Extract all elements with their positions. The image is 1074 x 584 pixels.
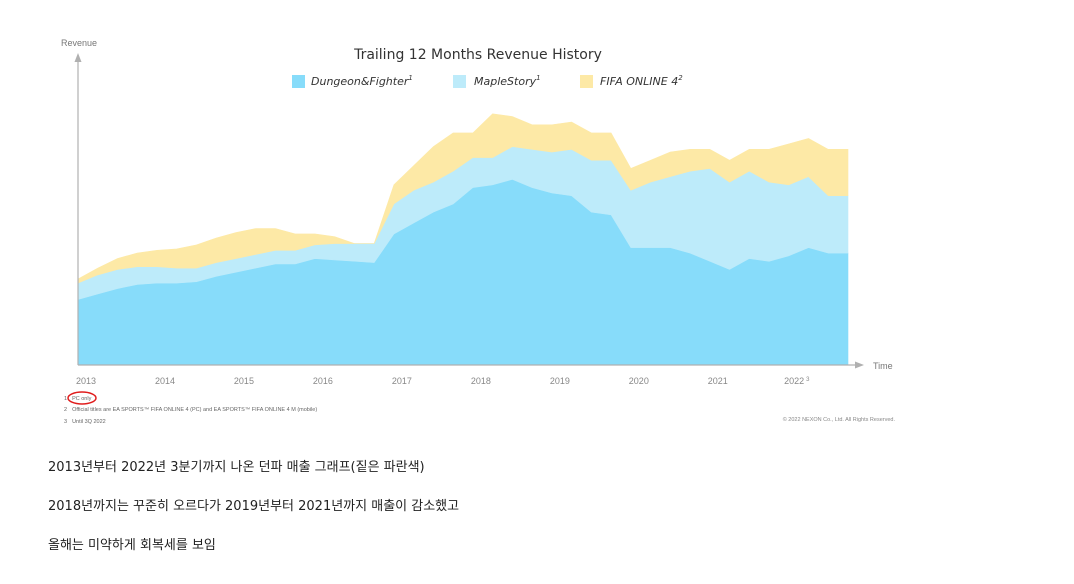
area-fifa-online-4: [77, 113, 849, 284]
copyright: © 2022 NEXON Co., Ltd. All Rights Reserv…: [783, 416, 896, 423]
footnote-3: 3 Until 3Q 2022: [64, 419, 106, 425]
x-axis-arrow: [855, 361, 864, 369]
x-axis-label: Time: [873, 361, 893, 371]
legend-swatch-maplestory: [453, 75, 466, 88]
footnote-2: 2 Official titles are EA SPORTS™ FIFA ONL…: [64, 407, 317, 413]
legend-swatch-fifa-online-4: [580, 75, 593, 88]
x-tick-label-2022: 2022 3: [784, 376, 810, 386]
revenue-chart: Revenue Time Trailing 12 Months Revenue …: [61, 38, 896, 425]
post-text-line-1: 2013년부터 2022년 3분기까지 나온 던파 매출 그래프(짙은 파란색): [48, 460, 425, 475]
red-circle-annotation: [67, 391, 97, 405]
legend-swatch-dungeon-fighter: [292, 75, 305, 88]
x-tick-label-2016: 2016: [313, 376, 333, 386]
x-tick-label-2021: 2021: [708, 376, 728, 386]
post-text-line-3: 올해는 미약하게 회복세를 보임: [48, 538, 216, 553]
axes: [74, 53, 864, 369]
post-text-line-2: 2018년까지는 꾸준히 오르다가 2019년부터 2021년까지 매출이 감소…: [48, 499, 460, 514]
y-axis-label: Revenue: [61, 38, 97, 48]
footnotes: 1 PC only 2 Official titles are EA SPORTS™…: [64, 391, 317, 425]
x-tick-labels: 2013 2014 2015 2016 2017 2018 2019 2020 2021 2022…: [76, 376, 810, 386]
legend: Dungeon&Fighter1 MapleStory1 FIFA ONLINE…: [292, 74, 683, 88]
x-tick-label-2014: 2014: [155, 376, 175, 386]
y-axis-arrow: [74, 53, 82, 62]
legend-label-dungeon-fighter: Dungeon&Fighter1: [311, 74, 413, 88]
legend-label-maplestory: MapleStory1: [474, 74, 541, 88]
chart-title: Trailing 12 Months Revenue History: [353, 47, 602, 63]
x-tick-label-2019: 2019: [550, 376, 570, 386]
x-tick-label-2017: 2017: [392, 376, 412, 386]
x-tick-label-2013: 2013: [76, 376, 96, 386]
x-tick-label-2015: 2015: [234, 376, 254, 386]
stacked-areas: [77, 113, 849, 366]
x-tick-label-2018: 2018: [471, 376, 491, 386]
footnote-1: 1 PC only: [64, 396, 92, 402]
x-tick-label-2020: 2020: [629, 376, 649, 386]
legend-label-fifa-online-4: FIFA ONLINE 42: [600, 74, 683, 88]
